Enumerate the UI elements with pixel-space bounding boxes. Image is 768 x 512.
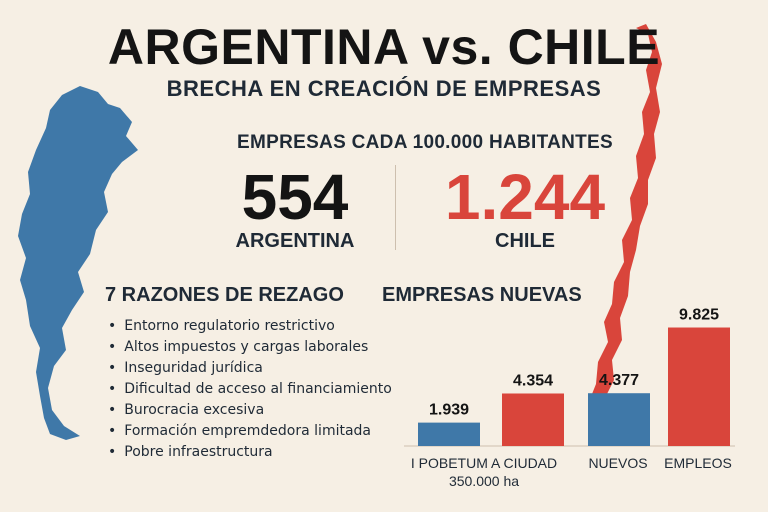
argentina-shape [18,86,138,440]
argentina-metric-value: 554 [241,161,349,233]
chile-shape [588,24,662,414]
category-label: NUEVOS [588,455,647,471]
metric-divider [395,165,396,250]
bar-chile [502,393,564,446]
category-label: EMPLEOS [664,455,732,471]
reason-item: Dificultad de acceso al financiamiento [108,379,392,400]
bar-chile [668,327,730,446]
chile-metric-value: 1.244 [444,161,606,233]
reason-item: Inseguridad jurídica [108,358,392,379]
bar-value-label: 1.939 [429,402,469,419]
category-label: I POBETUM A CIUDAD [411,455,557,471]
reasons-heading: 7 RAZONES DE REZAGO [105,284,344,306]
bar-argentina [588,393,650,446]
main-title: ARGENTINA vs. CHILE [107,19,661,75]
bar-value-label: 4.354 [513,372,553,389]
argentina-metric-label: ARGENTINA [235,230,355,252]
bar-argentina [418,422,480,446]
reason-item: Pobre infraestructura [108,442,392,463]
reason-item: Formación empremdedora limitada [108,421,392,442]
category-label: 350.000 ha [449,473,519,489]
reason-item: Altos impuestos y cargas laborales [108,337,392,358]
bar-value-label: 9.825 [679,307,719,324]
reason-item: Burocracia excesiva [108,400,392,421]
chile-metric-label: CHILE [495,230,555,252]
metric-heading: EMPRESAS CADA 100.000 HABITANTES [237,132,613,153]
reasons-list: Entorno regulatorio restrictivo Altos im… [108,316,392,463]
reason-item: Entorno regulatorio restrictivo [108,316,392,337]
chart-title: EMPRESAS NUEVAS [382,284,582,306]
bar-value-label: 4.377 [599,372,639,389]
subtitle: BRECHA EN CREACIÓN DE EMPRESAS [166,76,602,101]
